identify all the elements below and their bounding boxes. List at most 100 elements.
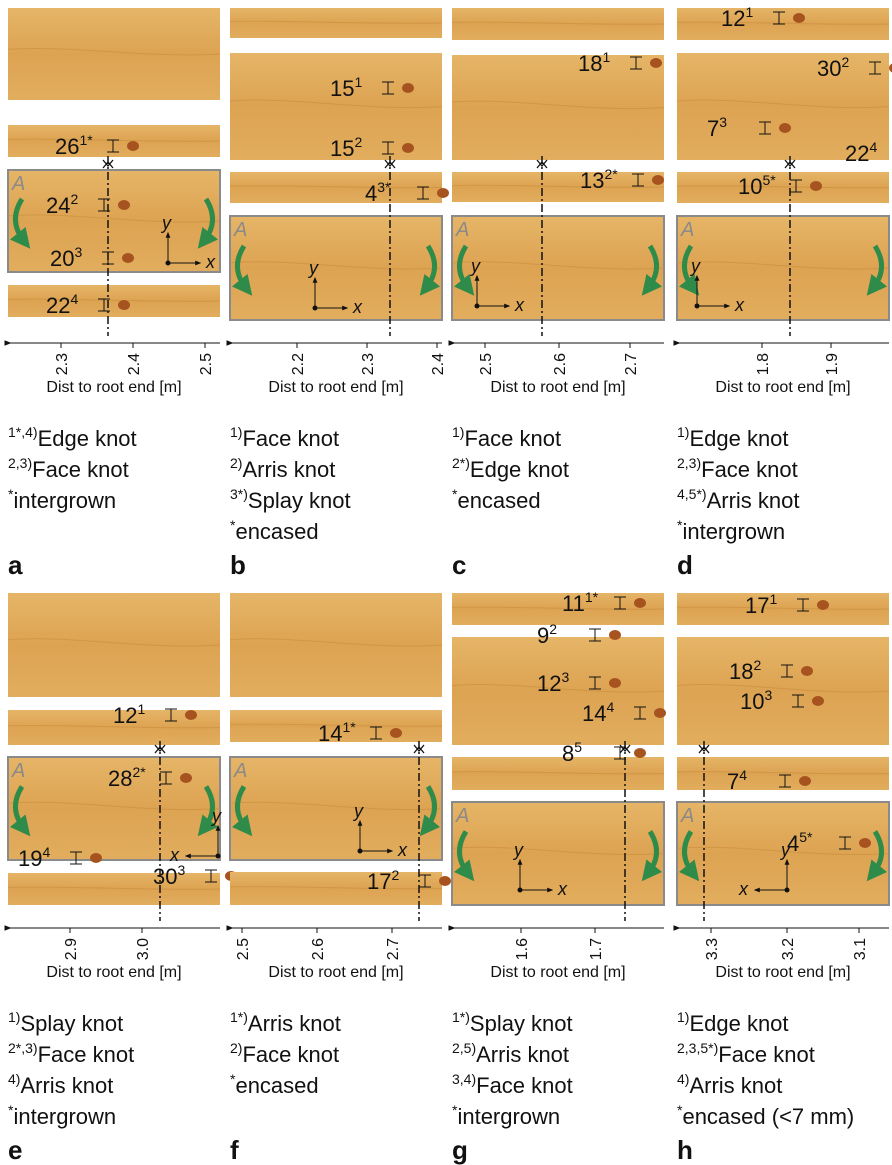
note-superscript: 3*) <box>230 486 248 502</box>
knot-superscript: 3 <box>561 669 569 685</box>
knot-size: 7 <box>707 116 719 141</box>
knot-superscript: 1 <box>354 74 362 90</box>
knot-superscript: 2 <box>549 621 557 637</box>
tick-label: 3.2 <box>780 938 797 960</box>
legend-note: 2,3)Face knot <box>677 455 798 482</box>
tick-label: 2.7 <box>623 353 640 375</box>
coord-origin <box>518 888 523 893</box>
axis-label: Dist to root end [m] <box>490 379 625 396</box>
knot-superscript: 2* <box>604 166 618 182</box>
knot-superscript: 4 <box>42 844 50 860</box>
tick-label: 2.5 <box>235 938 252 960</box>
coord-origin <box>785 888 790 893</box>
knot-superscript: 1 <box>602 49 610 65</box>
face-label: A <box>11 760 25 782</box>
note-text: intergrown <box>682 519 785 544</box>
tick-label: 2.7 <box>385 938 402 960</box>
knot-superscript: 1* <box>79 132 93 148</box>
tick-label: 2.6 <box>552 353 569 375</box>
face-label: A <box>680 805 694 827</box>
coord-origin <box>313 306 318 311</box>
knot-size: 10 <box>738 174 762 199</box>
legend-note: *intergrown <box>8 1102 116 1129</box>
knot-superscript: 2* <box>132 764 146 780</box>
legend-note: 1)Face knot <box>452 424 561 451</box>
knot-superscript: 4 <box>606 699 614 715</box>
note-superscript: 1*) <box>230 1009 248 1025</box>
figure: Ayx261*2422032242.32.42.5Dist to root en… <box>0 0 892 1165</box>
knot-size: 28 <box>108 766 132 791</box>
x-label: x <box>352 297 363 317</box>
legend-note: *intergrown <box>452 1102 560 1129</box>
note-text: Arris knot <box>242 457 335 482</box>
legend-note: 4,5*)Arris knot <box>677 486 800 513</box>
note-superscript: 2,5) <box>452 1040 476 1056</box>
note-text: Face knot <box>718 1042 815 1067</box>
legend-note: *intergrown <box>677 517 785 544</box>
knot <box>654 708 666 718</box>
knot-superscript: 4 <box>70 291 78 307</box>
tick-label: 1.8 <box>755 353 772 375</box>
axis-label: Dist to root end [m] <box>268 964 403 981</box>
note-text: encased (<7 mm) <box>682 1104 854 1129</box>
tick-label: 2.3 <box>360 353 377 375</box>
note-superscript: 2,3) <box>677 455 701 471</box>
knot <box>118 200 130 210</box>
note-superscript: 4) <box>677 1071 689 1087</box>
note-text: intergrown <box>13 488 116 513</box>
face-label: A <box>455 805 469 827</box>
note-text: Arris knot <box>476 1042 569 1067</box>
coord-origin <box>695 304 700 309</box>
axis-label: Dist to root end [m] <box>46 964 181 981</box>
panel-letter: e <box>8 1135 22 1165</box>
note-text: Edge knot <box>689 426 788 451</box>
note-superscript: 2*,3) <box>8 1040 38 1056</box>
axis-label: Dist to root end [m] <box>715 379 850 396</box>
tick-label: 3.0 <box>135 938 152 960</box>
knot-size: 11 <box>562 591 585 616</box>
knot <box>650 58 662 68</box>
x-label: x <box>514 295 525 315</box>
note-text: Edge knot <box>689 1011 788 1036</box>
tick-label: 2.2 <box>290 353 307 375</box>
knot-size: 9 <box>537 623 549 648</box>
knot-size: 26 <box>55 134 79 159</box>
knot <box>793 13 805 23</box>
knot-size: 8 <box>562 741 574 766</box>
note-text: encased <box>235 1073 318 1098</box>
knot-size: 30 <box>817 56 841 81</box>
face-label: A <box>233 219 247 241</box>
note-text: Splay knot <box>20 1011 123 1036</box>
knot-superscript: 2 <box>391 867 399 883</box>
note-text: encased <box>457 488 540 513</box>
face-label: A <box>11 173 25 195</box>
knot-size: 15 <box>330 76 354 101</box>
knot-size: 24 <box>46 193 70 218</box>
note-text: Arris knot <box>248 1011 341 1036</box>
knot-superscript: 4 <box>869 139 877 155</box>
legend-note: *encased (<7 mm) <box>677 1102 854 1129</box>
panel: Ayx121282*1943032.93.0Dist to root end [… <box>8 593 237 1165</box>
legend-note: 2)Face knot <box>230 1040 339 1067</box>
note-superscript: 2,3,5*) <box>677 1040 718 1056</box>
knot-superscript: 3 <box>74 244 82 260</box>
tick-label: 2.4 <box>126 353 143 375</box>
knot <box>609 630 621 640</box>
note-text: Arris knot <box>20 1073 113 1098</box>
knot-size: 7 <box>727 769 739 794</box>
knot-superscript: 2 <box>841 54 849 70</box>
x-label: x <box>734 295 745 315</box>
note-text: Face knot <box>464 426 561 451</box>
face-a <box>452 216 664 320</box>
knot-size: 15 <box>330 136 354 161</box>
knot-size: 19 <box>18 846 42 871</box>
knot <box>652 175 664 185</box>
legend-note: 2,3,5*)Face knot <box>677 1040 815 1067</box>
knot <box>779 123 791 133</box>
panel: Ayx181132*2.52.62.7Dist to root end [m]1… <box>452 8 664 580</box>
note-text: Arris knot <box>707 488 800 513</box>
axis-label: Dist to root end [m] <box>268 379 403 396</box>
knot-label: 194 <box>18 844 50 871</box>
note-text: Face knot <box>476 1073 573 1098</box>
legend-note: *encased <box>230 517 319 544</box>
